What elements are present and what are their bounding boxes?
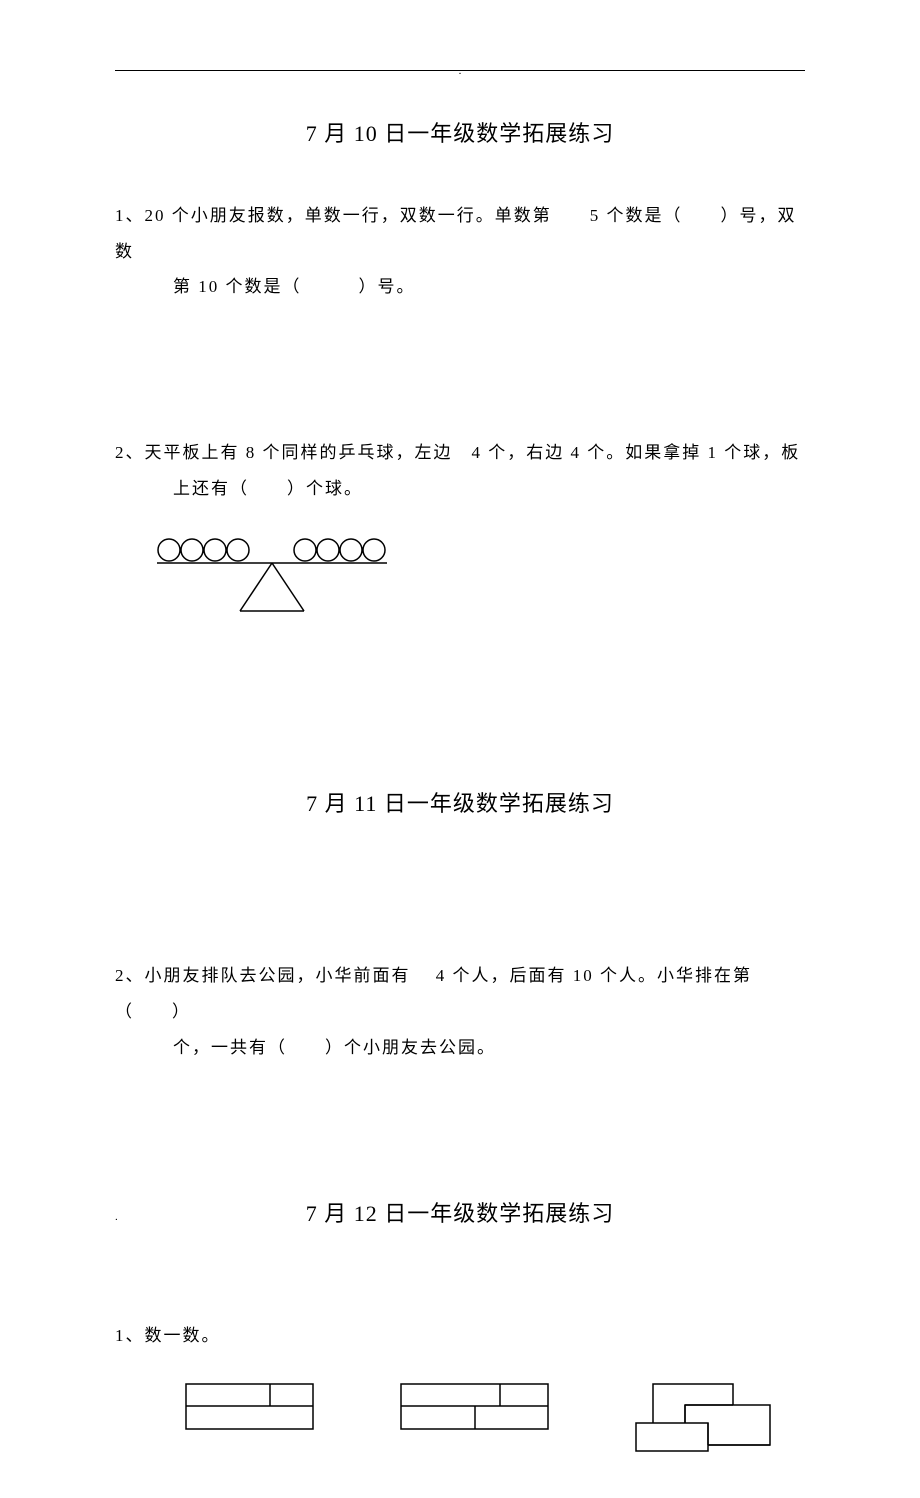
shape2-svg bbox=[400, 1383, 550, 1433]
gap bbox=[115, 335, 805, 435]
gap bbox=[115, 1096, 805, 1196]
shape1-svg bbox=[185, 1383, 315, 1433]
shape3-svg bbox=[635, 1383, 775, 1453]
s2-q2-line2: 个，一共有（ ）个小朋友去公园。 bbox=[115, 1030, 805, 1066]
section2-title: 7 月 11 日一年级数学拓展练习 bbox=[115, 786, 805, 818]
section3-question1: 1、数一数。 bbox=[115, 1318, 805, 1354]
balance-svg bbox=[155, 536, 415, 621]
gap bbox=[115, 1278, 805, 1318]
q2-line1: 2、天平板上有 8 个同样的乒乓球，左边 4 个，右边 4 个。如果拿掉 1 个… bbox=[115, 435, 805, 471]
shape3 bbox=[635, 1383, 775, 1458]
page-content: . 7 月 10 日一年级数学拓展练习 1、20 个小朋友报数，单数一行，双数一… bbox=[0, 0, 920, 1498]
section2-question2: 2、小朋友排队去公园，小华前面有 4 个人，后面有 10 个人。小华排在第（ ）… bbox=[115, 958, 805, 1065]
balance-diagram bbox=[155, 536, 805, 626]
shape2 bbox=[400, 1383, 550, 1438]
section1-title: 7 月 10 日一年级数学拓展练习 bbox=[115, 116, 805, 148]
q1-line2: 第 10 个数是（ ）号。 bbox=[115, 269, 805, 305]
shape1 bbox=[185, 1383, 315, 1438]
footer-dot: . bbox=[115, 1211, 118, 1223]
q1-line1: 1、20 个小朋友报数，单数一行，双数一行。单数第 5 个数是（ ）号，双数 bbox=[115, 198, 805, 269]
section1-question1: 1、20 个小朋友报数，单数一行，双数一行。单数第 5 个数是（ ）号，双数 第… bbox=[115, 198, 805, 305]
gap bbox=[115, 686, 805, 786]
section3-title: 7 月 12 日一年级数学拓展练习 bbox=[115, 1196, 805, 1228]
gap bbox=[115, 868, 805, 958]
s3-q1: 1、数一数。 bbox=[115, 1318, 805, 1354]
header-dot: . bbox=[459, 65, 462, 77]
shapes-row bbox=[185, 1383, 805, 1458]
q2-line2: 上还有（ ）个球。 bbox=[115, 471, 805, 507]
s2-q2-line1: 2、小朋友排队去公园，小华前面有 4 个人，后面有 10 个人。小华排在第（ ） bbox=[115, 958, 805, 1029]
section1-question2: 2、天平板上有 8 个同样的乒乓球，左边 4 个，右边 4 个。如果拿掉 1 个… bbox=[115, 435, 805, 506]
